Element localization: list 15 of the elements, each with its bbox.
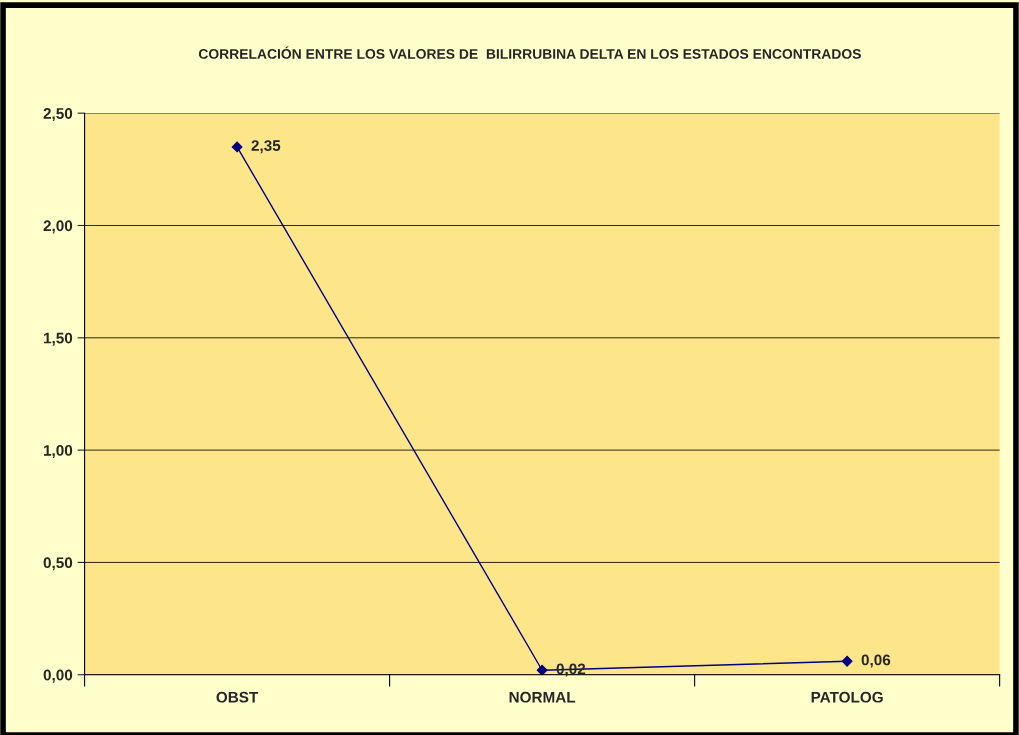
y-tick-label: 2,00 xyxy=(43,220,73,234)
y-tick-label: 0,50 xyxy=(43,557,73,571)
point xyxy=(536,664,548,675)
data-label: 0,06 xyxy=(861,654,891,668)
point xyxy=(231,141,243,153)
y-tick-label: 2,50 xyxy=(43,108,73,122)
point xyxy=(841,655,853,667)
chart-title: CORRELACIÓN ENTRE LOS VALORES DE BILIRRUBINA DELTA EN LOS ESTADOS ENCONTRADOS xyxy=(198,46,861,59)
y-tick-label: 1,50 xyxy=(44,332,73,346)
x-tick-label: OBST xyxy=(216,691,259,703)
y-tick-label: 1,00 xyxy=(44,444,73,459)
data-label: 2,35 xyxy=(251,140,281,154)
x-tick-label: PATOLOG xyxy=(811,691,883,703)
y-tick-label: 0,00 xyxy=(43,669,73,683)
x-tick-label: NORMAL xyxy=(509,691,576,703)
